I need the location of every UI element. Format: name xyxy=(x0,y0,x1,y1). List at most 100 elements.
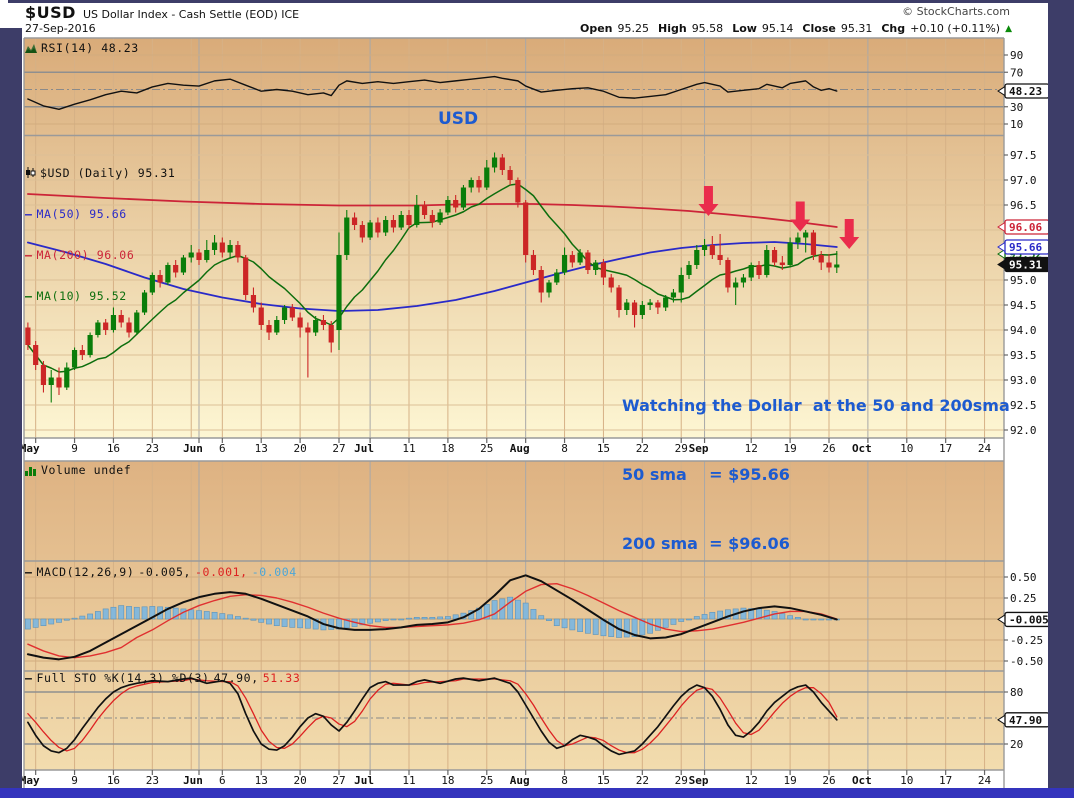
svg-text:13: 13 xyxy=(255,774,268,787)
svg-text:94.5: 94.5 xyxy=(1010,299,1037,312)
svg-text:20: 20 xyxy=(1010,738,1023,751)
ma50-line xyxy=(26,241,838,312)
svg-text:Jun: Jun xyxy=(183,442,203,455)
macd-signal-line xyxy=(27,583,838,659)
svg-text:23: 23 xyxy=(146,442,159,455)
svg-text:95.66: 95.66 xyxy=(1009,241,1042,254)
copyright: © StockCharts.com xyxy=(902,5,1010,18)
svg-text:47.90: 47.90 xyxy=(1009,714,1042,727)
svg-text:8: 8 xyxy=(561,774,568,787)
close-value: 95.31 xyxy=(840,22,873,35)
svg-text:16: 16 xyxy=(107,442,120,455)
svg-text:-0.25: -0.25 xyxy=(1010,634,1043,647)
svg-text:27: 27 xyxy=(332,774,345,787)
svg-text:11: 11 xyxy=(402,774,415,787)
macd-signal-value: -0.001, xyxy=(195,565,248,579)
bottom-border-strip xyxy=(0,788,1074,798)
chg-value: +0.10 (+0.11%) xyxy=(910,22,1001,35)
low-value: 95.14 xyxy=(761,22,794,35)
svg-text:27: 27 xyxy=(332,442,345,455)
top-border xyxy=(8,0,1074,3)
close-label: Close xyxy=(802,22,836,35)
annotation-block: Watching the Dollar at the 50 and 200sma… xyxy=(622,348,1010,601)
svg-text:97.0: 97.0 xyxy=(1010,174,1037,187)
svg-text:70: 70 xyxy=(1010,66,1023,79)
sto-label: Full STO %K(14,3) %D(3) xyxy=(36,671,210,685)
down-arrows xyxy=(698,186,860,249)
ma50-dash-icon: — xyxy=(25,206,33,221)
svg-text:26: 26 xyxy=(822,774,835,787)
svg-text:15: 15 xyxy=(597,774,610,787)
gridlines xyxy=(24,38,1004,770)
right-axis: 9070301097.597.096.596.095.595.094.594.0… xyxy=(1004,49,1043,751)
svg-text:19: 19 xyxy=(783,774,796,787)
ma10-label: MA(10) 95.52 xyxy=(36,288,127,303)
svg-text:25: 25 xyxy=(480,442,493,455)
sto-d-value: 51.33 xyxy=(262,671,301,685)
svg-text:30: 30 xyxy=(1010,101,1023,114)
chg-label: Chg xyxy=(881,22,906,35)
quote-row: Open 95.25 High 95.58 Low 95.14 Close 95.31 … xyxy=(576,22,1012,35)
annotation-line-1: Watching the Dollar at the 50 and 200sma xyxy=(622,396,1010,415)
svg-text:9: 9 xyxy=(71,774,78,787)
header-row: $USD US Dollar Index - Cash Settle (EOD)… xyxy=(25,3,299,22)
macd-hist-value: -0.004 xyxy=(251,565,297,579)
svg-text:23: 23 xyxy=(146,774,159,787)
svg-text:15: 15 xyxy=(597,442,610,455)
volume-legend: Volume undef xyxy=(25,463,131,477)
svg-text:10: 10 xyxy=(900,442,913,455)
rsi-line xyxy=(27,75,838,111)
svg-text:96.06: 96.06 xyxy=(1009,221,1042,234)
svg-text:22: 22 xyxy=(636,774,649,787)
top-left-notch xyxy=(0,0,8,28)
svg-text:Oct: Oct xyxy=(852,774,872,787)
candlestick-icon xyxy=(25,167,36,178)
svg-text:-0.50: -0.50 xyxy=(1010,655,1043,668)
macd-label: MACD(12,26,9) xyxy=(36,565,135,579)
x-axis: May May 9 9 16 16 23 23 Jun Jun 6 6 13 13 20 20 27 27 Jul J… xyxy=(20,438,992,787)
svg-text:10: 10 xyxy=(900,774,913,787)
up-triangle-icon: ▲ xyxy=(1005,23,1012,34)
rsi-legend: RSI(14) 48.23 xyxy=(25,41,139,55)
svg-text:17: 17 xyxy=(939,774,952,787)
svg-text:19: 19 xyxy=(783,442,796,455)
svg-text:97.5: 97.5 xyxy=(1010,149,1037,162)
svg-text:48.23: 48.23 xyxy=(1009,85,1042,98)
svg-text:Sep: Sep xyxy=(689,774,709,787)
chart-date: 27-Sep-2016 xyxy=(25,22,96,35)
svg-text:94.0: 94.0 xyxy=(1010,324,1037,337)
svg-text:13: 13 xyxy=(255,442,268,455)
symbol-description: US Dollar Index - Cash Settle (EOD) ICE xyxy=(82,8,300,21)
sto-k-value: 47.90, xyxy=(213,671,259,685)
svg-text:17: 17 xyxy=(939,442,952,455)
svg-text:Aug: Aug xyxy=(510,442,530,455)
annotation-line-3: 200 sma = $96.06 xyxy=(622,534,790,553)
svg-text:24: 24 xyxy=(978,442,992,455)
ma10-dash-icon: — xyxy=(25,288,33,303)
svg-text:92.0: 92.0 xyxy=(1010,424,1037,437)
svg-text:-0.005: -0.005 xyxy=(1009,613,1048,626)
svg-text:12: 12 xyxy=(745,774,758,787)
svg-text:Jun: Jun xyxy=(183,774,203,787)
macd-dash-icon: — xyxy=(25,565,33,579)
svg-text:9: 9 xyxy=(71,442,78,455)
macd-value: -0.005, xyxy=(138,565,192,579)
svg-text:Oct: Oct xyxy=(852,442,872,455)
open-label: Open xyxy=(579,22,613,35)
svg-text:80: 80 xyxy=(1010,686,1023,699)
high-value: 95.58 xyxy=(691,22,724,35)
svg-text:20: 20 xyxy=(293,442,306,455)
volume-icon xyxy=(25,465,37,476)
svg-text:29: 29 xyxy=(675,442,688,455)
svg-text:Jul: Jul xyxy=(354,442,374,455)
svg-text:96.5: 96.5 xyxy=(1010,199,1037,212)
macd-line xyxy=(26,574,838,661)
svg-text:0.25: 0.25 xyxy=(1010,592,1037,605)
annotation-line-2: 50 sma = $95.66 xyxy=(622,465,790,484)
svg-text:90: 90 xyxy=(1010,49,1023,62)
price-legend-title: $USD (Daily) 95.31 xyxy=(40,165,176,180)
sto-k-line xyxy=(27,677,838,756)
svg-text:Aug: Aug xyxy=(510,774,530,787)
candles xyxy=(25,152,840,403)
svg-text:25: 25 xyxy=(480,774,493,787)
